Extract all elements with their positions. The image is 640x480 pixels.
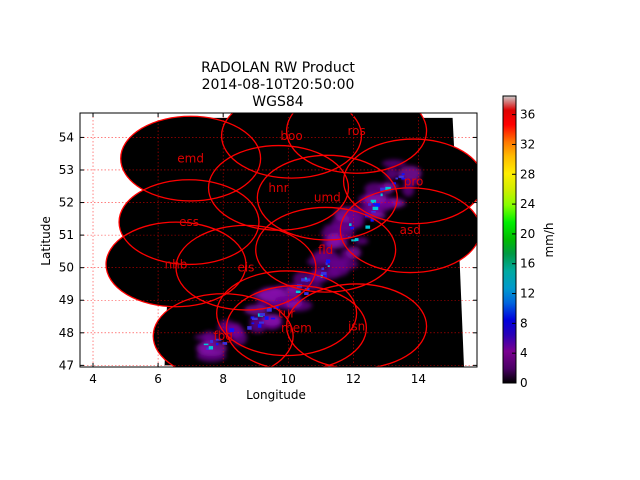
colorbar-tick-label: 32 [520,137,535,151]
range-ring-mem [225,284,367,367]
colorbar-tick-label: 12 [520,287,535,301]
site-label-ros: ros [347,124,365,138]
x-tick-label: 12 [346,372,361,386]
site-label-eis: eis [237,261,254,275]
range-ring-tur [216,270,358,357]
range-ring-ess [118,179,260,266]
site-label-ess: ess [179,215,199,229]
plot-area: emd boo ros pro hnr umd ess asd fld nhb eis tur fbg m… [80,113,477,367]
x-axis-ticks: 4 6 8 10 12 14 [89,113,426,386]
range-ring-pro [342,138,477,225]
y-axis-label: Latitude [39,216,53,265]
site-label-nhb: nhb [165,257,188,271]
range-ring-umd [256,154,398,241]
radar-range-rings [105,113,477,367]
colorbar: 0 4 8 12 16 20 24 28 32 36 mm/h [502,95,556,390]
site-label-boo: boo [280,129,302,143]
y-axis-ticks: 47 48 49 50 51 52 53 54 [59,130,477,372]
chart-title-line-1: RADOLAN RW Product [201,60,355,76]
site-label-fld: fld [318,243,333,257]
y-tick-label: 48 [59,326,74,340]
y-tick-label: 54 [59,130,74,144]
site-label-mem: mem [281,321,312,335]
y-tick-label: 50 [59,261,74,275]
y-tick-label: 47 [59,358,74,372]
site-label-umd: umd [314,191,341,205]
range-ring-asd [339,187,477,274]
site-label-emd: emd [177,152,204,166]
x-axis-label: Longitude [246,388,306,402]
colorbar-tick-label: 28 [520,167,535,181]
x-tick-label: 6 [154,372,162,386]
grid-layer [80,113,477,367]
colorbar-tick-label: 8 [520,316,528,330]
range-ring-fld [255,206,397,293]
colorbar-tick-label: 20 [520,227,535,241]
site-label-fbg: fbg [213,329,232,343]
x-tick-label: 14 [411,372,426,386]
range-ring-nhb [105,221,247,308]
range-ring-eis [175,224,317,311]
site-label-tur: tur [278,306,295,320]
colorbar-ticks: 0 4 8 12 16 20 24 28 32 36 [512,108,535,390]
y-tick-label: 52 [59,196,74,210]
site-label-pro: pro [404,174,424,188]
colorbar-label: mm/h [542,222,556,257]
range-ring-emd [120,115,262,202]
site-label-asd: asd [400,223,421,237]
range-ring-boo [220,113,363,179]
colorbar-gradient [502,95,517,384]
x-tick-label: 8 [219,372,227,386]
radar-site-labels: emd boo ros pro hnr umd ess asd fld nhb eis tur fbg m… [165,124,424,343]
precip-band [194,159,422,362]
x-tick-label: 4 [89,372,97,386]
site-label-hnr: hnr [268,181,288,195]
y-tick-label: 49 [59,293,74,307]
colorbar-tick-label: 0 [520,376,528,390]
plot-frame [79,112,478,368]
site-label-isn: isn [348,319,365,333]
colorbar-tick-label: 24 [520,197,535,211]
colorbar-tick-label: 16 [520,257,535,271]
site-coverage-isn [286,283,427,367]
range-ring-isn [286,283,428,367]
x-tick-label: 10 [281,372,296,386]
colorbar-tick-label: 4 [520,346,528,360]
chart-title-line-3: WGS84 [252,94,303,110]
precipitation-layer [194,159,422,362]
y-tick-label: 53 [59,163,74,177]
range-ring-fbg [152,293,294,367]
y-tick-label: 51 [59,228,74,242]
colorbar-tick-label: 36 [520,108,535,122]
range-ring-ros [286,113,428,174]
chart-title-line-2: 2014-08-10T20:50:00 [202,77,355,93]
